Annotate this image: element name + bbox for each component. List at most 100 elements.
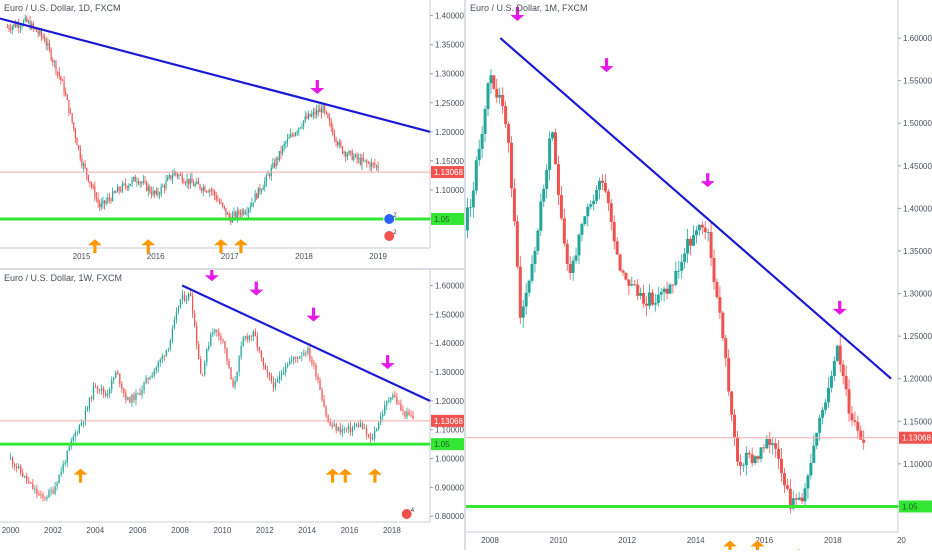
candle-body (253, 202, 254, 203)
candle-body (192, 296, 193, 313)
candle-body (783, 473, 786, 485)
candle-body (745, 453, 748, 465)
y-tick-label: 1.20000 (435, 128, 464, 137)
candle-body (86, 168, 87, 175)
candle-body (412, 416, 413, 419)
candle-body (340, 427, 341, 432)
chart-weekly[interactable]: 1.600001.500001.400001.300001.200001.100… (0, 270, 464, 550)
support-label-monthly: 1.05 (902, 502, 918, 511)
candle-body (531, 264, 534, 281)
candle-body (660, 292, 663, 295)
candle-body (79, 425, 80, 432)
candle-body (200, 359, 201, 374)
candle-body (683, 253, 686, 261)
candle-body (218, 332, 219, 336)
candle-body (162, 356, 163, 360)
candle-body (220, 203, 221, 204)
last-price-label-monthly: 1.13068 (902, 434, 931, 443)
candle-body (154, 191, 155, 194)
candle-body (151, 192, 152, 195)
candle-body (242, 210, 243, 215)
candle-body (736, 437, 739, 462)
candle-body (356, 425, 357, 427)
candle-body (733, 415, 736, 437)
candle-body (592, 201, 595, 204)
candle-body (739, 462, 742, 466)
resistance-arrow-icon (701, 173, 715, 187)
y-tick-label: 1.30000 (435, 70, 464, 79)
candle-body (363, 158, 364, 161)
candle-body (390, 398, 391, 400)
candle-body (575, 255, 578, 260)
candle-body (177, 174, 178, 176)
candle-body (663, 289, 666, 292)
candle-body (165, 181, 166, 188)
candle-body (394, 395, 395, 397)
y-tick-label: 1.40000 (435, 12, 464, 21)
candle-body (75, 129, 76, 138)
candle-body (243, 338, 244, 346)
candle-body (318, 110, 319, 112)
chart-monthly[interactable]: 1.600001.550001.500001.450001.400001.350… (466, 0, 932, 550)
candle-body (172, 176, 173, 179)
candle-body (160, 360, 161, 363)
panel-divider-vertical[interactable] (464, 0, 466, 550)
candle-body (164, 186, 165, 188)
candle-body (167, 178, 168, 181)
candle-body (293, 357, 294, 359)
candle-body (337, 142, 338, 145)
candle-body (478, 149, 481, 160)
candle-body (627, 280, 630, 286)
candle-body (489, 75, 492, 83)
chart-daily[interactable]: 1.400001.350001.300001.250001.200001.150… (0, 0, 464, 268)
candle-body (856, 422, 859, 431)
candle-body (219, 201, 220, 203)
panel-divider-horizontal[interactable] (0, 268, 464, 270)
candle-body (358, 425, 359, 427)
candle-body (607, 191, 610, 203)
candle-body (292, 134, 293, 135)
candle-body (76, 138, 77, 145)
candle-body (786, 485, 789, 488)
candle-body (329, 422, 330, 425)
x-tick-label: 2004 (86, 526, 104, 535)
candle-body (73, 437, 74, 441)
candle-body (845, 376, 848, 389)
candle-body (130, 184, 131, 186)
candle-body (824, 402, 827, 409)
candle-body (339, 142, 340, 145)
candle-body (285, 142, 286, 144)
candle-body (400, 404, 401, 410)
event-count-label: 2 (393, 230, 397, 236)
candle-body (41, 31, 42, 36)
candle-body (216, 195, 217, 199)
arrows-weekly (73, 270, 394, 483)
candle-body (301, 355, 302, 356)
candle-body (245, 213, 246, 214)
candle-body (313, 112, 314, 114)
candle-body (250, 207, 251, 209)
y-tick-label: 1.35000 (903, 247, 932, 256)
candle-body (156, 368, 157, 371)
candle-body (261, 190, 262, 192)
candle-body (13, 24, 14, 27)
candle-body (233, 212, 234, 215)
candle-body (352, 428, 353, 432)
candle-body (510, 143, 513, 189)
candle-body (222, 203, 223, 206)
x-tick-label: 2016 (341, 526, 359, 535)
candle-body (334, 424, 335, 426)
candle-body (46, 42, 47, 46)
candle-body (362, 423, 363, 428)
candle-body (214, 330, 215, 333)
candle-body (560, 195, 563, 218)
candle-body (121, 384, 122, 389)
candle-body (216, 330, 217, 332)
candle-body (47, 43, 48, 45)
candle-body (274, 163, 275, 167)
candle-body (182, 175, 183, 182)
candle-body (365, 160, 366, 161)
